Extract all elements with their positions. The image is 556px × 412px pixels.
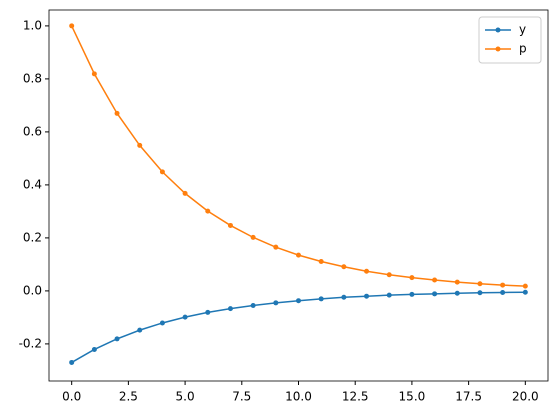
y-tick-label: 1.0 — [23, 18, 42, 32]
x-tick-label: 17.5 — [455, 390, 482, 404]
point — [273, 300, 279, 306]
x-tick-label: 12.5 — [342, 390, 369, 404]
point — [386, 272, 392, 278]
point — [500, 282, 506, 288]
legend-label: p — [519, 42, 527, 56]
point — [137, 327, 143, 333]
x-tick-label: 10.0 — [285, 390, 312, 404]
point — [159, 169, 165, 175]
plot-frame — [48, 9, 549, 382]
point — [318, 258, 324, 264]
point — [91, 71, 97, 77]
y-tick-label: -0.2 — [19, 336, 42, 350]
point — [364, 268, 370, 274]
x-tick-label: 7.5 — [232, 390, 251, 404]
point — [432, 277, 438, 283]
point — [386, 292, 392, 298]
point — [227, 222, 233, 228]
point — [69, 23, 75, 29]
point — [91, 346, 97, 352]
y-tick-label: 0.8 — [23, 71, 42, 85]
point — [227, 306, 233, 312]
point — [69, 359, 75, 365]
legend-box — [478, 16, 542, 64]
legend-marker — [495, 46, 501, 52]
point — [522, 283, 528, 289]
y-tick-label: 0.6 — [23, 124, 42, 138]
point — [341, 264, 347, 270]
point — [318, 296, 324, 302]
point — [409, 275, 415, 281]
point — [205, 208, 211, 214]
x-tick-label: 5.0 — [176, 390, 195, 404]
point — [205, 309, 211, 315]
point — [182, 314, 188, 320]
point — [477, 290, 483, 296]
point — [364, 293, 370, 299]
point — [114, 336, 120, 342]
x-tick-label: 20.0 — [512, 390, 539, 404]
series-line — [71, 25, 526, 287]
point — [182, 190, 188, 196]
y-tick-label: 0.2 — [23, 230, 42, 244]
y-tick-label: 0.0 — [23, 283, 42, 297]
point — [522, 289, 528, 295]
point — [250, 302, 256, 308]
legend-label: y — [519, 23, 526, 37]
point — [341, 294, 347, 300]
point — [273, 244, 279, 250]
point — [477, 281, 483, 287]
point — [137, 142, 143, 148]
point — [409, 291, 415, 297]
point — [296, 298, 301, 304]
x-tick-label: 0.0 — [62, 390, 81, 404]
x-tick-label: 15.0 — [399, 390, 426, 404]
point — [500, 289, 506, 295]
point — [159, 320, 165, 326]
point — [454, 290, 460, 296]
point — [454, 279, 460, 285]
legend: yp — [478, 16, 542, 64]
y-tick-label: 0.4 — [23, 177, 42, 191]
point — [296, 252, 301, 258]
point — [250, 234, 256, 240]
point — [432, 291, 438, 297]
point — [114, 110, 120, 116]
legend-marker — [495, 27, 501, 33]
x-tick-label: 2.5 — [119, 390, 138, 404]
